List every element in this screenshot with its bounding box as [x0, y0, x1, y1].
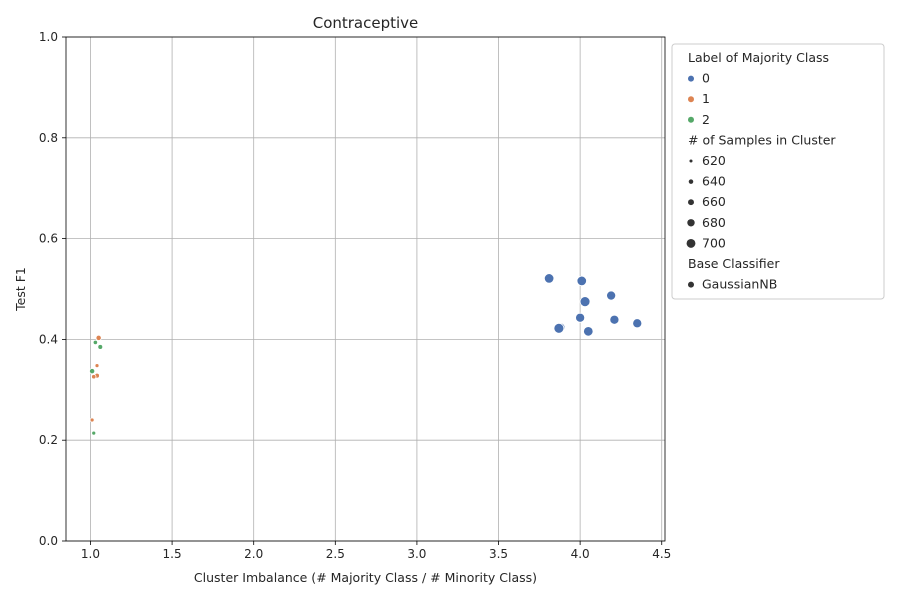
chart-title: Contraceptive — [313, 14, 419, 32]
legend-box — [671, 43, 885, 300]
legend-entry-label: 620 — [702, 153, 726, 168]
y-axis-label: Test F1 — [13, 267, 28, 312]
legend-marker — [687, 219, 695, 227]
legend-marker — [688, 96, 694, 103]
data-point-label-1 — [89, 417, 95, 423]
data-points — [89, 273, 643, 436]
legend-entry-label: 680 — [702, 215, 726, 230]
data-point-label-2 — [97, 344, 104, 350]
legend-entry-label: 640 — [702, 174, 726, 189]
x-tick-label: 4.0 — [571, 547, 590, 561]
legend-marker — [688, 281, 694, 288]
legend-entry-label: GaussianNB — [702, 277, 777, 292]
x-tick-label: 1.0 — [81, 547, 100, 561]
data-point-label-0 — [606, 290, 617, 301]
data-point-label-0 — [579, 296, 591, 307]
data-point-label-1 — [94, 363, 100, 369]
legend-marker — [688, 75, 694, 82]
y-tick-label: 0.8 — [39, 131, 58, 145]
data-point-label-1 — [91, 374, 97, 380]
legend-section-title: Base Classifier — [688, 256, 780, 271]
legend-marker — [689, 159, 693, 163]
legend-section-title: # of Samples in Cluster — [688, 132, 836, 147]
legend-marker — [686, 238, 696, 248]
legend-marker — [688, 199, 694, 206]
data-point-label-2 — [89, 368, 96, 375]
legend-entry-label: 0 — [702, 71, 710, 86]
data-point-label-0 — [575, 312, 586, 323]
x-tick-label: 2.5 — [326, 547, 345, 561]
x-tick-label: 2.0 — [244, 547, 263, 561]
data-point-label-0 — [576, 275, 587, 287]
data-point-label-2 — [91, 430, 97, 436]
y-tick-label: 1.0 — [39, 30, 58, 44]
grid — [66, 36, 665, 542]
data-point-label-0 — [543, 273, 555, 284]
y-tick-label: 0.0 — [39, 534, 58, 548]
data-point-label-0 — [632, 318, 643, 329]
x-axis-ticks: 1.0 1.5 2.0 2.5 3.0 3.5 4.0 4.5 — [81, 541, 671, 561]
legend-entry-label: 2 — [702, 112, 710, 127]
data-point-label-1 — [95, 334, 102, 341]
x-tick-label: 3.0 — [407, 547, 426, 561]
legend-entry-label: 700 — [702, 235, 726, 250]
legend-marker — [688, 116, 694, 123]
y-tick-label: 0.4 — [39, 332, 58, 346]
legend-section-title: Label of Majority Class — [688, 50, 829, 65]
y-tick-label: 0.2 — [39, 433, 58, 447]
data-point-label-0 — [553, 322, 565, 334]
plot-frame — [65, 36, 666, 542]
x-tick-label: 1.5 — [163, 547, 182, 561]
data-point-label-2 — [92, 339, 99, 346]
x-tick-label: 3.5 — [489, 547, 508, 561]
y-axis-ticks: 0.0 0.2 0.4 0.6 0.8 1.0 — [39, 30, 66, 548]
data-point-label-0 — [609, 314, 620, 325]
legend-entry-label: 660 — [702, 194, 726, 209]
x-axis-label: Cluster Imbalance (# Majority Class / # … — [194, 570, 537, 585]
y-tick-label: 0.6 — [39, 232, 58, 246]
data-point-label-0 — [583, 326, 594, 337]
legend-marker — [688, 179, 694, 184]
legend: Label of Majority Class 0 1 2 # of Samples i… — [671, 43, 885, 300]
x-tick-label: 4.5 — [652, 547, 671, 561]
legend-entry-label: 1 — [702, 91, 710, 106]
